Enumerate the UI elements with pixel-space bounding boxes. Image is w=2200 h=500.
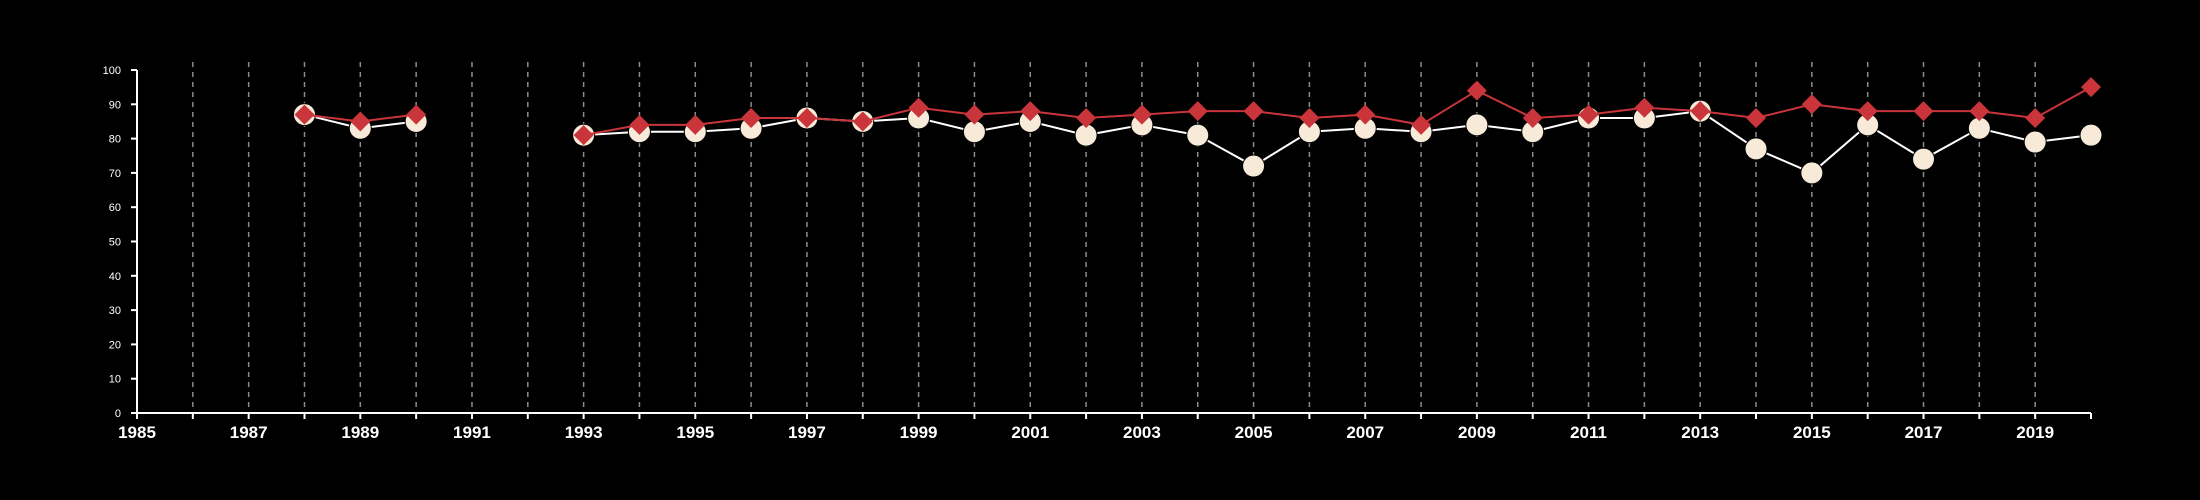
data-point-circle [2079,123,2103,147]
x-tick-label: 1987 [230,423,268,442]
y-tick-label: 100 [103,65,121,77]
y-tick-label: 40 [109,271,121,283]
x-tick-label: 1999 [900,423,938,442]
data-point-diamond [741,108,762,129]
y-tick-label: 10 [109,374,121,386]
series-line-diamond [583,86,2092,137]
data-point-circle [1744,137,1768,161]
data-point-diamond [406,104,427,125]
data-point-diamond [1913,101,1934,122]
y-tick-label: 70 [109,168,121,180]
axes: 1985 1987 1989 1991 1993 1995 1997 1999 2001 2003… [103,65,2092,442]
data-point-diamond [1969,101,1990,122]
x-tick-label: 2013 [1681,423,1719,442]
grid-lines [192,62,2036,413]
data-point-circle [1912,147,1936,171]
data-point-circle [1186,123,1210,147]
data-point-diamond [2025,108,2046,129]
data-point-diamond [1411,114,1432,135]
x-tick-label: 1995 [676,423,714,442]
data-point-diamond [1522,108,1543,129]
y-tick-label: 20 [109,339,121,351]
y-tick-label: 80 [109,134,121,146]
data-point-circle [1465,113,1489,137]
x-tick-label: 2017 [1905,423,1943,442]
x-tick-label: 1991 [453,423,491,442]
x-tick-label: 2007 [1346,423,1384,442]
data-point-diamond [1578,104,1599,125]
data-point-diamond [1243,101,1264,122]
data-point-diamond [1857,101,1878,122]
y-tick-label: 90 [109,99,121,111]
data-point-circle [1800,161,1824,185]
data-point-diamond [1020,101,1041,122]
y-tick-label: 50 [109,237,121,249]
data-point-circle [2023,130,2047,154]
x-tick-label: 2011 [1570,423,1607,442]
x-tick-label: 2009 [1458,423,1496,442]
x-tick-label: 2015 [1793,423,1831,442]
data-point-diamond [1690,101,1711,122]
x-tick-label: 2019 [2016,423,2054,442]
y-tick-label: 30 [109,305,121,317]
series-diamond-group [294,77,2101,146]
data-point-diamond [908,97,929,118]
data-point-diamond [1076,108,1097,129]
data-point-diamond [1801,94,1822,115]
data-point-diamond [964,104,985,125]
x-tick-label: 1993 [565,423,603,442]
data-point-diamond [1634,97,1655,118]
data-point-diamond [1187,101,1208,122]
x-tick-label: 2005 [1235,423,1273,442]
data-point-diamond [294,104,315,125]
y-tick-label: 0 [115,408,121,420]
data-point-diamond [1131,104,1152,125]
data-point-diamond [1299,108,1320,129]
x-tick-label: 1989 [341,423,379,442]
series [292,77,2103,185]
x-tick-label: 2003 [1123,423,1161,442]
x-tick-label: 2001 [1011,423,1049,442]
data-point-diamond [350,111,371,132]
x-tick-label: 1997 [788,423,826,442]
data-point-diamond [573,125,594,146]
data-point-diamond [2081,77,2101,98]
y-tick-label: 60 [109,202,121,214]
x-tick-label: 1985 [118,423,156,442]
data-point-diamond [796,108,817,129]
data-point-diamond [685,114,706,135]
data-point-diamond [629,114,650,135]
data-point-diamond [852,111,873,132]
data-point-diamond [1355,104,1376,125]
data-point-circle [1242,154,1266,178]
data-point-diamond [1746,108,1767,129]
data-point-diamond [1466,80,1487,101]
